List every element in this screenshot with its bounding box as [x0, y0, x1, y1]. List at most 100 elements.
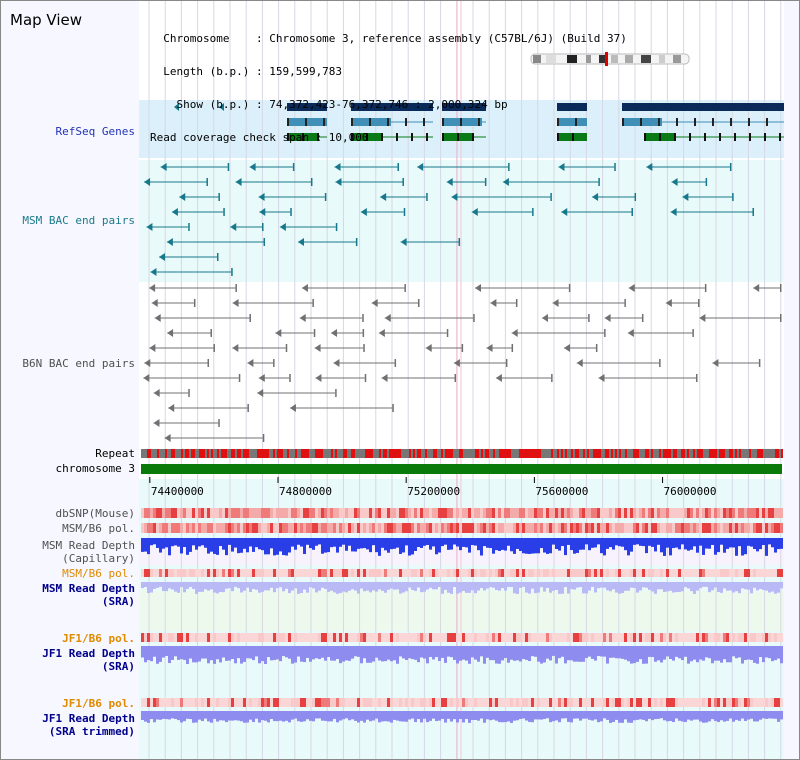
- polymorphism-cell: [534, 569, 537, 577]
- jf1-read-depth-sra-label[interactable]: JF1 Read Depth (SRA): [42, 647, 135, 673]
- read-depth-bar: [447, 538, 450, 550]
- polymorphism-cell: [279, 523, 282, 533]
- polymorphism-cell: [567, 698, 570, 707]
- repeat-element: [775, 449, 777, 458]
- read-depth-bar: [735, 538, 738, 556]
- genome-map-svg[interactable]: 74400000 74800000 75200000 75600000 76000000: [139, 1, 784, 759]
- b6n-bac-end: [659, 359, 661, 367]
- polymorphism-cell: [213, 569, 216, 577]
- read-depth-bar: [213, 646, 216, 664]
- polymorphism-cell: [210, 569, 213, 577]
- read-depth-bar: [483, 711, 486, 723]
- read-depth-bar: [243, 646, 246, 662]
- jf1-read-depth-trimmed-label[interactable]: JF1 Read Depth (SRA trimmed): [42, 712, 135, 738]
- polymorphism-cell: [234, 633, 237, 642]
- polymorphism-cell: [759, 569, 762, 577]
- read-depth-bar: [186, 582, 189, 589]
- polymorphism-cell: [321, 523, 324, 533]
- read-depth-bar: [219, 711, 222, 721]
- read-depth-bar: [300, 646, 303, 662]
- polymorphism-cell: [588, 698, 591, 707]
- polymorphism-cell: [705, 569, 708, 577]
- b6n-bac-end: [207, 359, 210, 367]
- repeat-element: [217, 449, 219, 458]
- read-depth-bar: [591, 538, 594, 548]
- polymorphism-cell: [555, 569, 558, 577]
- polymorphism-cell: [624, 633, 627, 642]
- ideogram-band: [659, 55, 665, 63]
- read-depth-bar: [579, 538, 582, 550]
- b6n-bac-end: [153, 389, 160, 397]
- polymorphism-cell: [594, 698, 597, 707]
- msm-b6-pol-label[interactable]: MSM/B6 pol.: [62, 522, 135, 535]
- repeat-element: [681, 449, 683, 458]
- msm-bac-end: [230, 223, 237, 231]
- read-depth-bar: [288, 646, 291, 659]
- msm-bac-end: [218, 193, 220, 201]
- genome-map-panel[interactable]: 74400000 74800000 75200000 75600000 76000000: [139, 1, 784, 759]
- polymorphism-cell: [477, 523, 480, 533]
- msm-read-depth-capillary-label[interactable]: MSM Read Depth (Capillary): [42, 539, 135, 565]
- msm-read-depth-sra-label[interactable]: MSM Read Depth (SRA): [42, 582, 135, 608]
- b6n-bac-end: [275, 329, 282, 337]
- read-depth-bar: [774, 538, 777, 553]
- read-depth-bar: [588, 538, 591, 551]
- read-depth-bar: [333, 711, 336, 719]
- read-depth-bar: [654, 711, 657, 720]
- polymorphism-cell: [447, 508, 450, 518]
- polymorphism-cell: [477, 508, 480, 518]
- read-depth-bar: [291, 538, 294, 547]
- jf1-b6-pol-trimmed-label[interactable]: JF1/B6 pol.: [62, 697, 135, 710]
- read-depth-bar: [762, 711, 765, 719]
- read-depth-bar: [582, 646, 585, 662]
- read-depth-bar: [255, 538, 258, 548]
- refseq-exon-tick: [457, 133, 459, 141]
- polymorphism-cell: [171, 523, 174, 533]
- polymorphism-cell: [573, 508, 576, 518]
- read-depth-bar: [528, 582, 531, 594]
- jf1-b6-pol-label[interactable]: JF1/B6 pol.: [62, 632, 135, 645]
- chromosome-ideogram[interactable]: [1, 1, 800, 71]
- polymorphism-cell: [750, 698, 753, 707]
- read-depth-bar: [348, 646, 351, 661]
- msm-bac-end: [171, 208, 178, 216]
- read-depth-bar: [363, 538, 366, 549]
- polymorphism-cell: [657, 508, 660, 518]
- b6n-bac-end: [473, 314, 475, 322]
- polymorphism-cell: [501, 508, 504, 518]
- polymorphism-cell: [600, 569, 603, 577]
- repeat-element: [353, 449, 355, 458]
- read-depth-bar: [396, 646, 399, 664]
- polymorphism-cell: [441, 698, 444, 707]
- repeat-element: [147, 449, 149, 458]
- polymorphism-cell: [510, 569, 513, 577]
- msm-bac-end-pairs-label[interactable]: MSM BAC end pairs: [22, 214, 135, 227]
- polymorphism-cell: [546, 698, 549, 707]
- polymorphism-cell: [435, 633, 438, 642]
- repeat-element: [697, 449, 699, 458]
- polymorphism-cell: [384, 523, 387, 533]
- dbsnp-label[interactable]: dbSNP(Mouse): [55, 507, 135, 520]
- polymorphism-cell: [261, 698, 264, 707]
- polymorphism-cell: [633, 633, 636, 642]
- polymorphism-cell: [309, 523, 312, 533]
- read-depth-bar: [600, 711, 603, 722]
- read-depth-bar: [267, 646, 270, 658]
- b6n-bac-end-pairs-label[interactable]: B6N BAC end pairs: [22, 357, 135, 370]
- b6n-bac-end: [331, 329, 338, 337]
- refseq-exon: [557, 118, 587, 126]
- polymorphism-cell: [669, 569, 672, 577]
- repeat-element: [193, 449, 195, 458]
- polymorphism-cell: [513, 523, 516, 533]
- msm-b6-pol-sra-label[interactable]: MSM/B6 pol.: [62, 567, 135, 580]
- read-depth-bar: [183, 711, 186, 722]
- read-depth-bar: [531, 646, 534, 657]
- read-depth-bar: [336, 711, 339, 723]
- b6n-bac-end: [417, 299, 420, 307]
- polymorphism-cell: [411, 523, 414, 533]
- polymorphism-cell: [639, 523, 642, 533]
- read-depth-bar: [714, 646, 717, 661]
- polymorphism-cell: [639, 633, 642, 642]
- polymorphism-cell: [258, 633, 261, 642]
- refseq-genes-label[interactable]: RefSeq Genes: [55, 125, 135, 138]
